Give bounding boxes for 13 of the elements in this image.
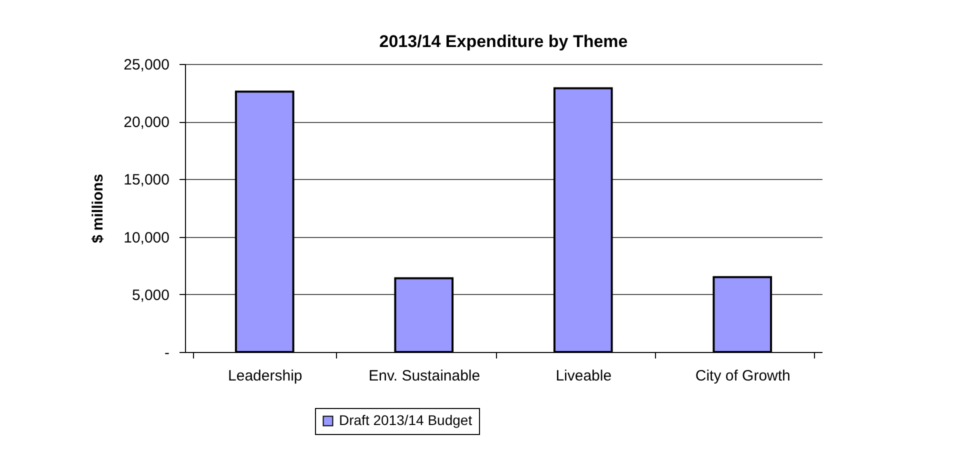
- x-tick-label: City of Growth: [695, 368, 790, 384]
- y-tick-label: 10,000: [124, 229, 170, 246]
- x-tick-label: Env. Sustainable: [368, 368, 480, 384]
- y-tick-label: 20,000: [124, 114, 170, 132]
- chart-title: 2013/14 Expenditure by Theme: [379, 32, 628, 51]
- y-tick-label: -: [164, 344, 170, 362]
- y-tick-label: 15,000: [124, 172, 170, 189]
- y-tick-label: 5,000: [132, 286, 170, 304]
- x-tick-label: Liveable: [556, 368, 612, 384]
- x-tick-label: Leadership: [228, 368, 302, 384]
- y-tick-label: 25,000: [124, 56, 170, 74]
- legend-label: Draft 2013/14 Budget: [339, 412, 472, 428]
- y-axis-title: $ millions: [90, 174, 107, 244]
